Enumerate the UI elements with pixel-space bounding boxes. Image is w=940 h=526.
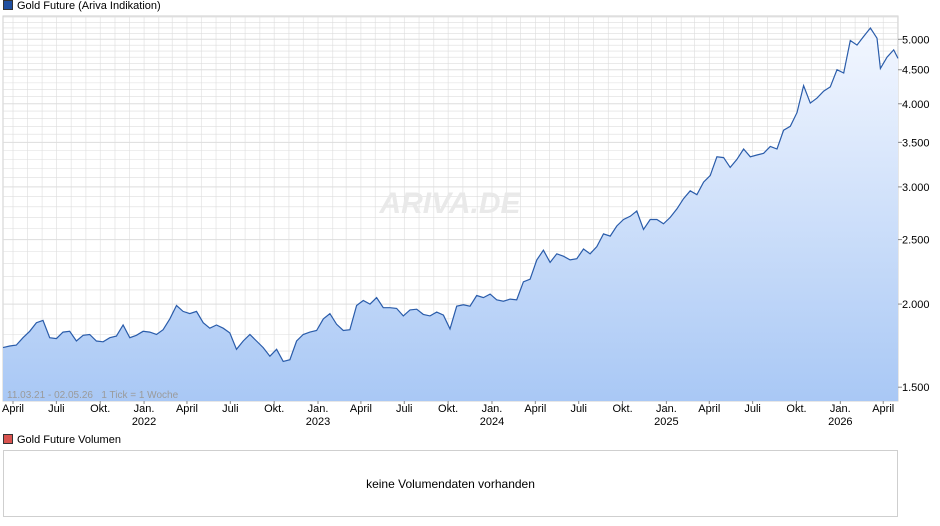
x-tick-label: April: [698, 403, 720, 415]
x-tick-label: Jan.: [134, 403, 155, 415]
x-tick-label: Jan.: [656, 403, 677, 415]
range-info-text: 11.03.21 - 02.05.26 1 Tick = 1 Woche: [7, 390, 179, 401]
volume-legend-label: Gold Future Volumen: [17, 434, 121, 446]
x-tick-label: April: [176, 403, 198, 415]
x-tick-label: Jan.: [830, 403, 851, 415]
x-year-label: 2026: [828, 416, 852, 428]
y-tick-label: 1.500: [902, 382, 930, 394]
volume-legend: Gold Future Volumen: [3, 434, 121, 447]
x-tick-label: Juli: [48, 403, 65, 415]
volume-panel: keine Volumendaten vorhanden: [3, 450, 898, 517]
x-tick-label: Juli: [570, 403, 587, 415]
price-line: [2, 26, 899, 363]
x-year-label: 2022: [132, 416, 156, 428]
price-legend: Gold Future (Ariva Indikation): [3, 0, 161, 13]
x-tick-label: Okt.: [438, 403, 458, 415]
price-series-swatch: [3, 0, 13, 10]
volume-empty-message: keine Volumendaten vorhanden: [366, 477, 535, 491]
x-tick-label: Okt.: [90, 403, 110, 415]
x-tick-label: Okt.: [264, 403, 284, 415]
price-area: [3, 28, 898, 401]
watermark: ARIVA.DE: [378, 187, 521, 220]
y-tick-label: 4.500: [902, 65, 930, 77]
y-tick-label: 5.000: [902, 34, 930, 46]
x-tick-label: Jan.: [308, 403, 329, 415]
y-tick-label: 4.000: [902, 99, 930, 111]
x-tick-label: April: [350, 403, 372, 415]
price-chart: ARIVA.DE 1.500 2.000 2.500 3.000 3.500 4.000 4…: [2, 15, 930, 428]
price-legend-label: Gold Future (Ariva Indikation): [17, 0, 161, 12]
y-tick-label: 2.500: [902, 235, 930, 247]
y-tick-label: 3.000: [902, 182, 930, 194]
x-tick-label: Okt.: [786, 403, 806, 415]
x-tick-label: Okt.: [612, 403, 632, 415]
x-tick-label: April: [872, 403, 894, 415]
x-tick-label: Jan.: [482, 403, 503, 415]
x-tick-label: Juli: [222, 403, 239, 415]
x-tick-label: April: [2, 403, 24, 415]
x-year-label: 2025: [654, 416, 678, 428]
x-tick-label: Juli: [744, 403, 761, 415]
y-tick-label: 3.500: [902, 137, 930, 149]
x-year-label: 2024: [480, 416, 504, 428]
x-tick-label: Juli: [396, 403, 413, 415]
x-year-label: 2023: [306, 416, 330, 428]
y-tick-label: 2.000: [902, 299, 930, 311]
y-axis: 1.500 2.000 2.500 3.000 3.500 4.000 4.500 5.000: [898, 34, 930, 394]
volume-series-swatch: [3, 434, 13, 444]
x-tick-label: April: [524, 403, 546, 415]
